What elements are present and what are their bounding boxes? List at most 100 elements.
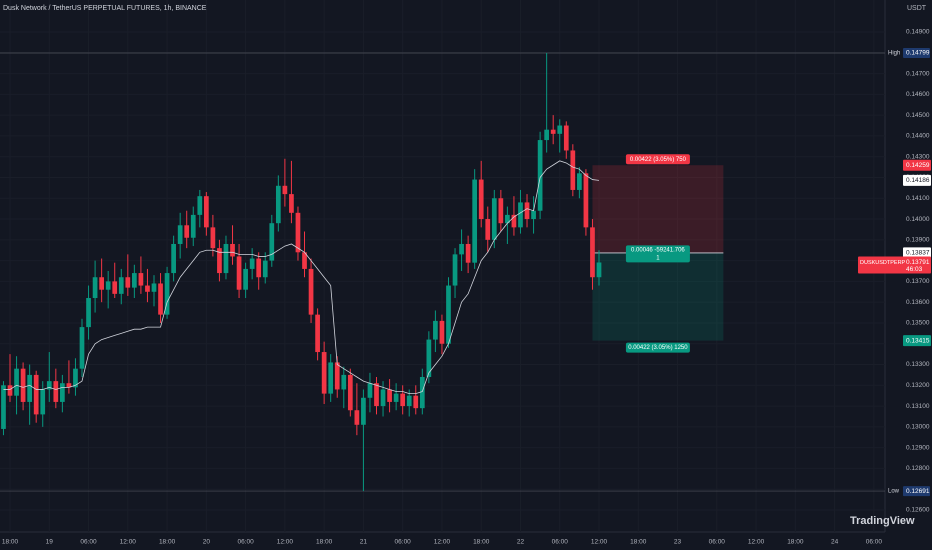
- candle-body: [171, 243, 176, 274]
- x-tick-label: 06:00: [237, 539, 254, 546]
- candle-body: [197, 196, 203, 215]
- candle-body: [570, 150, 576, 190]
- y-tick-label: 0.14300: [906, 153, 930, 160]
- x-tick-label: 06:00: [80, 539, 97, 546]
- candle-body: [478, 179, 484, 220]
- candle-body: [452, 254, 458, 286]
- price-tag: [903, 159, 931, 171]
- countdown-label: 46:03: [906, 266, 923, 273]
- candle-body: [33, 374, 39, 415]
- extreme-tag: [903, 486, 930, 497]
- candle-body: [302, 252, 307, 269]
- stop-zone: [592, 252, 724, 341]
- candle-body: [118, 277, 124, 294]
- candle-body: [433, 320, 438, 340]
- currency: USDT: [907, 5, 927, 12]
- candle-body: [190, 214, 196, 238]
- candle-body: [79, 327, 85, 369]
- extreme-label: Low: [888, 489, 900, 495]
- x-tick-label: 18:00: [316, 539, 333, 546]
- x-tick-label: 06:00: [395, 539, 412, 546]
- candle-body: [557, 125, 563, 134]
- x-tick-label: 06:00: [866, 539, 883, 546]
- x-tick-label: 24: [831, 539, 839, 546]
- price-tag-label: 0.13837: [906, 250, 930, 257]
- candle-body: [354, 410, 360, 425]
- candle-body: [347, 374, 353, 411]
- candle-body: [99, 277, 104, 290]
- extreme-value: 0.14799: [906, 50, 930, 57]
- candle-body: [491, 198, 497, 240]
- candle-body: [426, 339, 432, 377]
- position-label: 0.00046 -59241.706: [631, 247, 685, 253]
- candle-body: [73, 368, 78, 388]
- candle-body: [132, 273, 137, 288]
- candle-body: [334, 362, 340, 390]
- x-tick-label: 12:00: [277, 539, 294, 546]
- candle-body: [7, 385, 13, 396]
- candle-body: [243, 268, 248, 290]
- candle-body: [459, 243, 464, 255]
- y-tick-label: 0.14600: [906, 91, 930, 98]
- candle-body: [289, 194, 294, 213]
- candle-body: [563, 125, 569, 151]
- candle-body: [210, 227, 216, 249]
- candle-body: [590, 227, 595, 278]
- candle-body: [419, 376, 425, 409]
- y-tick-label: 0.14700: [906, 70, 930, 77]
- x-tick-label: 23: [674, 539, 682, 546]
- candle-body: [1, 385, 6, 429]
- x-tick-label: 12:00: [591, 539, 608, 546]
- candle-body: [295, 212, 301, 253]
- candle-body: [158, 283, 163, 315]
- candle-body: [275, 185, 281, 224]
- x-tick-label: 18:00: [473, 539, 490, 546]
- price-tag-label: 0.14259: [906, 162, 930, 169]
- target-zone: [592, 165, 724, 253]
- candle-body: [472, 179, 478, 263]
- y-tick-label: 0.14100: [906, 195, 930, 202]
- candle-body: [217, 248, 222, 274]
- x-tick-label: 18:00: [159, 539, 176, 546]
- candle-body: [138, 273, 144, 286]
- candle-body: [269, 223, 275, 261]
- candle-body: [249, 258, 255, 269]
- candle-body: [321, 352, 327, 394]
- x-tick-label: 22: [517, 539, 525, 546]
- candle-body: [400, 393, 406, 407]
- candle-body: [308, 268, 314, 315]
- y-tick-label: 0.14900: [906, 29, 930, 36]
- candle-body: [184, 225, 190, 238]
- candle-body: [537, 140, 543, 211]
- extreme-tag: [903, 47, 930, 58]
- candle-body: [596, 262, 602, 278]
- last-price-label: 0.13791: [906, 259, 930, 266]
- candle-body: [583, 173, 589, 228]
- candle-body: [230, 243, 235, 257]
- y-tick-label: 0.13300: [906, 361, 930, 368]
- candle-body: [498, 198, 504, 224]
- y-tick-label: 0.13100: [906, 403, 930, 410]
- extreme-label: High: [888, 51, 900, 57]
- candle-body: [577, 173, 582, 190]
- x-tick-label: 06:00: [709, 539, 726, 546]
- candle-body: [413, 395, 419, 409]
- x-tick-label: 19: [46, 539, 54, 546]
- y-tick-label: 0.13200: [906, 382, 930, 389]
- candle-body: [531, 210, 536, 220]
- candle-body: [505, 214, 510, 224]
- candle-body: [446, 285, 451, 344]
- candle-body: [40, 389, 46, 415]
- candle-body: [151, 283, 157, 292]
- axes: 0.126000.127000.128000.129000.130000.131…: [2, 29, 931, 546]
- candle-body: [256, 258, 262, 278]
- price-tag-label: 0.14186: [906, 177, 930, 184]
- y-tick-label: 0.13600: [906, 299, 930, 306]
- position-label-bg: [625, 245, 690, 263]
- candle-body: [387, 389, 392, 402]
- candle-body: [485, 219, 491, 240]
- candle-body: [125, 277, 131, 288]
- candle-body: [511, 214, 517, 228]
- candle-body: [223, 243, 229, 274]
